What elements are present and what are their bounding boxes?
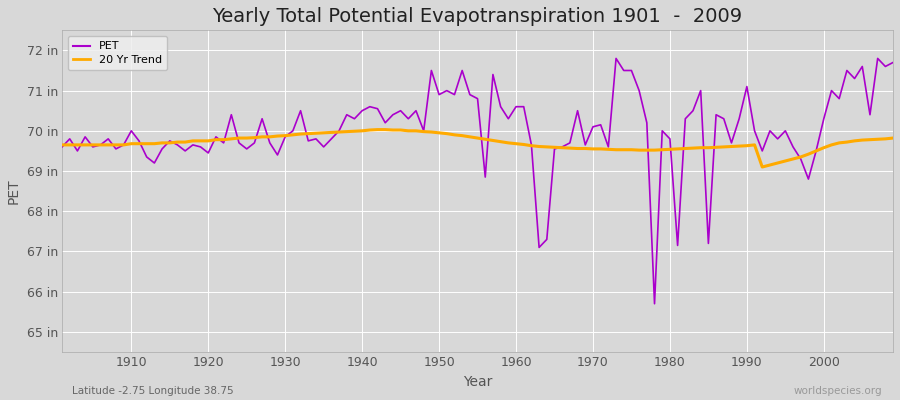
Y-axis label: PET: PET bbox=[7, 178, 21, 204]
Title: Yearly Total Potential Evapotranspiration 1901  -  2009: Yearly Total Potential Evapotranspiratio… bbox=[212, 7, 742, 26]
PET bbox=[510, 104, 521, 109]
X-axis label: Year: Year bbox=[463, 375, 492, 389]
PET bbox=[603, 144, 614, 149]
PET bbox=[118, 142, 129, 147]
PET bbox=[334, 128, 345, 133]
20 Yr Trend bbox=[334, 130, 345, 134]
Text: worldspecies.org: worldspecies.org bbox=[794, 386, 882, 396]
20 Yr Trend bbox=[118, 142, 129, 147]
PET bbox=[503, 116, 514, 121]
20 Yr Trend bbox=[57, 142, 68, 147]
20 Yr Trend bbox=[287, 132, 298, 137]
20 Yr Trend bbox=[510, 141, 521, 146]
Line: 20 Yr Trend: 20 Yr Trend bbox=[62, 130, 893, 167]
PET bbox=[57, 144, 68, 149]
20 Yr Trend bbox=[372, 127, 382, 132]
PET bbox=[887, 60, 898, 65]
PET bbox=[287, 128, 298, 133]
PET bbox=[611, 56, 622, 61]
20 Yr Trend bbox=[518, 142, 529, 147]
Text: Latitude -2.75 Longitude 38.75: Latitude -2.75 Longitude 38.75 bbox=[72, 386, 234, 396]
PET bbox=[649, 301, 660, 306]
Legend: PET, 20 Yr Trend: PET, 20 Yr Trend bbox=[68, 36, 167, 70]
Line: PET: PET bbox=[62, 58, 893, 304]
20 Yr Trend bbox=[757, 165, 768, 170]
20 Yr Trend bbox=[611, 147, 622, 152]
20 Yr Trend bbox=[887, 136, 898, 140]
